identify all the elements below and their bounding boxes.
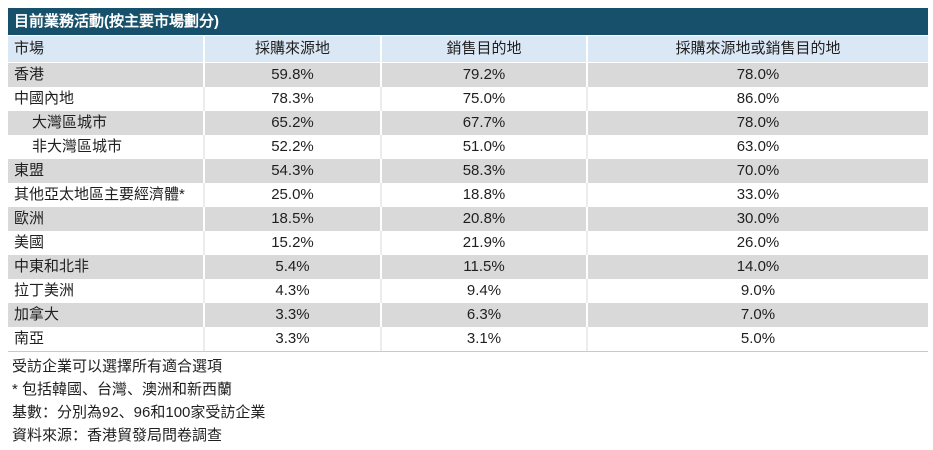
column-header-sales: 銷售目的地 [382,36,588,62]
market-cell: 大灣區城市 [8,111,205,135]
table-footnotes: 受訪企業可以選擇所有適合選項 * 包括韓國、台灣、澳洲和新西蘭 基數：分別為92… [8,352,928,447]
value-cell: 33.0% [588,183,928,207]
value-cell: 9.4% [382,279,588,303]
value-cell: 79.2% [382,63,588,87]
table-row: 美國 15.2% 21.9% 26.0% [8,231,928,255]
value-cell: 15.2% [205,231,382,255]
market-cell: 美國 [8,231,205,255]
column-header-either: 採購來源地或銷售目的地 [588,36,928,62]
market-cell: 香港 [8,63,205,87]
value-cell: 21.9% [382,231,588,255]
market-cell: 歐洲 [8,207,205,231]
value-cell: 20.8% [382,207,588,231]
value-cell: 5.4% [205,255,382,279]
value-cell: 14.0% [588,255,928,279]
value-cell: 3.3% [205,327,382,351]
column-header-market: 市場 [8,36,205,62]
market-cell: 南亞 [8,327,205,351]
table-row: 拉丁美洲 4.3% 9.4% 9.0% [8,279,928,303]
value-cell: 78.0% [588,63,928,87]
market-cell: 中國內地 [8,87,205,111]
value-cell: 9.0% [588,279,928,303]
table-title: 目前業務活動(按主要市場劃分) [8,8,928,36]
value-cell: 78.3% [205,87,382,111]
value-cell: 25.0% [205,183,382,207]
value-cell: 3.1% [382,327,588,351]
value-cell: 54.3% [205,159,382,183]
market-cell: 加拿大 [8,303,205,327]
value-cell: 70.0% [588,159,928,183]
value-cell: 63.0% [588,135,928,159]
table-header-row: 市場 採購來源地 銷售目的地 採購來源地或銷售目的地 [8,36,928,63]
footnote-selection-note: 受訪企業可以選擇所有適合選項 [12,358,223,375]
footnote-source-note: 資料來源：香港貿發局問卷調查 [12,427,223,444]
value-cell: 18.5% [205,207,382,231]
market-cell: 非大灣區城市 [8,135,205,159]
column-header-procurement: 採購來源地 [205,36,382,62]
table-row: 其他亞太地區主要經濟體* 25.0% 18.8% 33.0% [8,183,928,207]
market-cell: 中東和北非 [8,255,205,279]
value-cell: 58.3% [382,159,588,183]
value-cell: 4.3% [205,279,382,303]
value-cell: 59.8% [205,63,382,87]
table-row: 南亞 3.3% 3.1% 5.0% [8,327,928,351]
value-cell: 78.0% [588,111,928,135]
footnote-base-note: 基數：分別為92、96和100家受訪企業 [12,404,266,421]
value-cell: 7.0% [588,303,928,327]
value-cell: 5.0% [588,327,928,351]
table-row: 非大灣區城市 52.2% 51.0% 63.0% [8,135,928,159]
table-rows: 香港 59.8% 79.2% 78.0% 中國內地 78.3% 75.0% 86.0% 大灣區城… [8,63,928,352]
market-cell: 東盟 [8,159,205,183]
value-cell: 65.2% [205,111,382,135]
value-cell: 86.0% [588,87,928,111]
value-cell: 52.2% [205,135,382,159]
table-row: 加拿大 3.3% 6.3% 7.0% [8,303,928,327]
value-cell: 30.0% [588,207,928,231]
footnote-asterisk-note: * 包括韓國、台灣、澳洲和新西蘭 [12,381,233,398]
table-row: 歐洲 18.5% 20.8% 30.0% [8,207,928,231]
value-cell: 51.0% [382,135,588,159]
value-cell: 6.3% [382,303,588,327]
table-row: 中國內地 78.3% 75.0% 86.0% [8,87,928,111]
value-cell: 26.0% [588,231,928,255]
value-cell: 3.3% [205,303,382,327]
value-cell: 67.7% [382,111,588,135]
table-row: 大灣區城市 65.2% 67.7% 78.0% [8,111,928,135]
table-row: 香港 59.8% 79.2% 78.0% [8,63,928,87]
value-cell: 75.0% [382,87,588,111]
business-activity-table: 目前業務活動(按主要市場劃分) 市場 採購來源地 銷售目的地 採購來源地或銷售目… [8,8,928,447]
value-cell: 11.5% [382,255,588,279]
value-cell: 18.8% [382,183,588,207]
table-row: 中東和北非 5.4% 11.5% 14.0% [8,255,928,279]
market-cell: 其他亞太地區主要經濟體* [8,183,205,207]
table-row: 東盟 54.3% 58.3% 70.0% [8,159,928,183]
market-cell: 拉丁美洲 [8,279,205,303]
